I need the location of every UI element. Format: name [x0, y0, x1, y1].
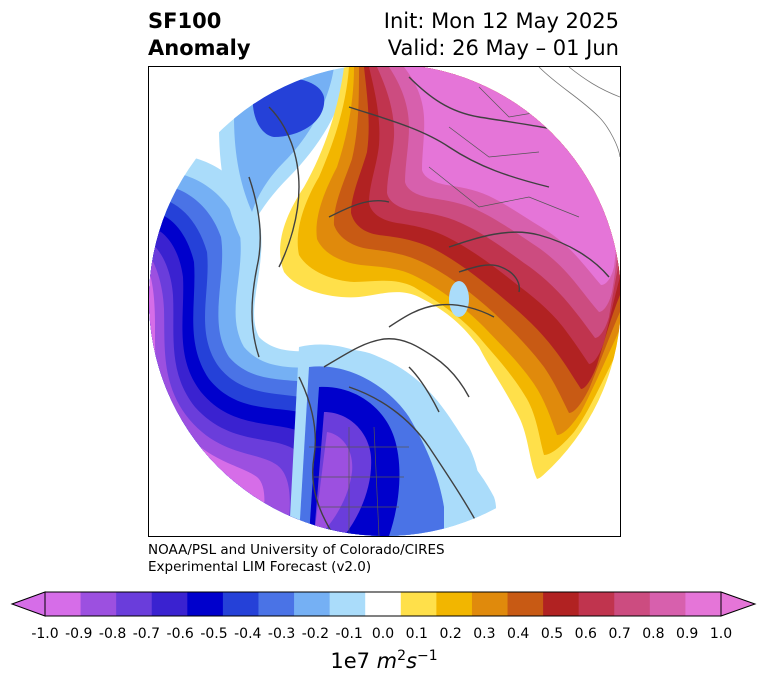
colorbar-tick-label: -0.8: [98, 626, 127, 642]
colorbar-cell: [578, 592, 615, 616]
colorbar-tick-label: -0.2: [301, 626, 330, 642]
colorbar-cell: [507, 592, 544, 616]
colorbar-cells: [45, 592, 722, 616]
colorbar-tick-label: 0.0: [371, 626, 395, 642]
colorbar-cell: [365, 592, 402, 616]
colorbar-tick-label: -0.1: [335, 626, 363, 642]
colorbar-tick-label: -0.7: [132, 626, 161, 642]
title-left: SF100 Anomaly: [148, 8, 251, 62]
units-s-exp: −1: [417, 648, 438, 664]
neg-na-05: [314, 432, 353, 536]
coastlines: [248, 76, 610, 536]
colorbar-outline: [44, 591, 722, 617]
colorbar-tick-label: 0.1: [405, 626, 428, 642]
colorbar-tick-label: -0.3: [267, 626, 296, 642]
credit-line-1: NOAA/PSL and University of Colorado/CIRE…: [148, 542, 445, 558]
colorbar-cell: [436, 592, 473, 616]
colorbar-cell: [400, 592, 437, 616]
colorbar-tick-label: 0.4: [507, 626, 530, 642]
title-right: Init: Mon 12 May 2025 Valid: 26 May – 01…: [384, 8, 619, 62]
colorbar-tick-label: 0.3: [473, 626, 496, 642]
colorbar-cell: [222, 592, 259, 616]
anomaly-fill: [149, 67, 620, 536]
colorbar-tick-label: 0.7: [608, 626, 631, 642]
colorbar-units: 1e7 m2s−1: [0, 648, 768, 673]
colorbar-tick-label: -0.6: [166, 626, 194, 642]
colorbar-tick-label: -0.9: [65, 626, 93, 642]
credit-line-2: Experimental LIM Forecast (v2.0): [148, 559, 372, 575]
colorbar-tick-label: 0.9: [676, 626, 699, 642]
pos-small-patch: [381, 294, 393, 304]
colorbar-cell: [649, 592, 686, 616]
colorbar-cell: [151, 592, 188, 616]
title-valid: Valid: 26 May – 01 Jun: [387, 36, 619, 60]
neg-arctic-patch: [449, 281, 469, 317]
colorbar-extension-low: [10, 591, 46, 617]
units-base: 1e7: [330, 649, 377, 673]
colorbar-cell: [329, 592, 366, 616]
colorbar-tick-label: -0.5: [200, 626, 228, 642]
polar-anomaly-map: [149, 67, 620, 536]
colorbar-cell: [45, 592, 82, 616]
colorbar: [10, 591, 757, 617]
units-m-exp: 2: [397, 648, 407, 664]
units-s: s: [406, 649, 418, 673]
colorbar-cell: [116, 592, 153, 616]
colorbar-tick-label: 0.8: [642, 626, 665, 642]
colorbar-cell: [258, 592, 295, 616]
borders: [309, 86, 580, 536]
credit-text: NOAA/PSL and University of Colorado/CIRE…: [148, 542, 445, 576]
colorbar-tick-label: -1.0: [31, 626, 59, 642]
colorbar-tick-labels: -1.0 -0.9 -0.8 -0.7 -0.6 -0.5 -0.4 -0.3 -0.2 -0.1…: [0, 626, 768, 646]
units-m: m: [376, 649, 398, 673]
colorbar-extension-high: [720, 591, 757, 617]
title-variable: SF100: [148, 9, 222, 33]
colorbar-tick-label: 0.5: [540, 626, 564, 642]
outer-coastlines: [538, 67, 620, 158]
colorbar-cell: [187, 592, 224, 616]
title-type: Anomaly: [148, 36, 251, 60]
colorbar-cell: [614, 592, 651, 616]
colorbar-tick-label: -0.4: [234, 626, 262, 642]
colorbar-tick-label: 1.0: [709, 626, 733, 642]
title-init: Init: Mon 12 May 2025: [383, 9, 619, 33]
map-panel: [148, 66, 621, 537]
colorbar-cell: [543, 592, 580, 616]
colorbar-cell: [294, 592, 331, 616]
colorbar-tick-label: 0.2: [439, 626, 462, 642]
colorbar-tick-label: 0.6: [574, 626, 597, 642]
colorbar-cell: [685, 592, 722, 616]
colorbar-cell: [80, 592, 117, 616]
colorbar-cell: [471, 592, 509, 616]
